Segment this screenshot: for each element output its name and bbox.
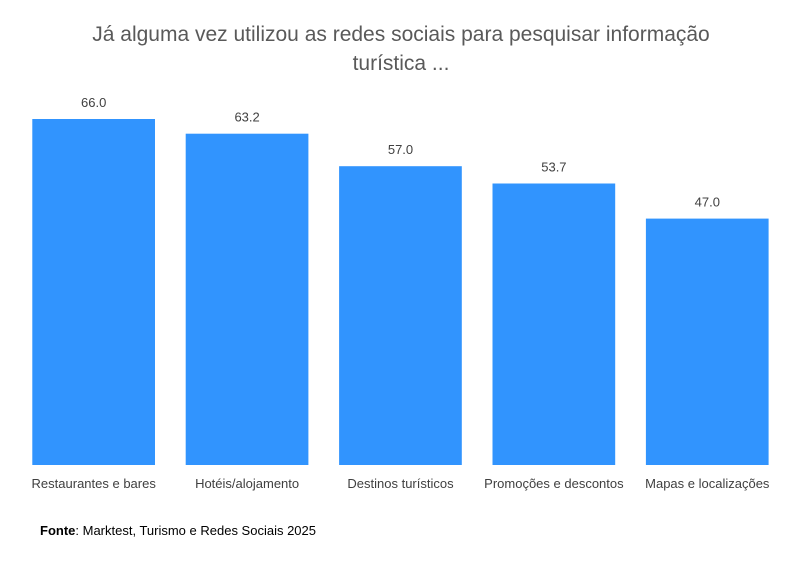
bar-3 [339, 166, 462, 465]
source-label: Fonte [40, 523, 76, 538]
bar-1 [32, 119, 155, 465]
source-note: Fonte: Marktest, Turismo e Redes Sociais… [40, 523, 316, 538]
chart-title-line-1: Já alguma vez utilizou as redes sociais … [92, 23, 710, 46]
data-label-1: 66.0 [81, 95, 106, 110]
category-label-3: Destinos turísticos [347, 476, 454, 491]
source-text: : Marktest, Turismo e Redes Sociais 2025 [75, 523, 316, 538]
category-label-1: Restaurantes e bares [32, 476, 157, 491]
bar-4 [492, 183, 616, 465]
bar-2 [185, 133, 309, 465]
bar-chart: 66.0 Restaurantes e bares 63.2 Hotéis/aloja… [32, 95, 770, 491]
chart-title: Já alguma vez utilizou as redes sociais … [0, 20, 802, 78]
category-label-4: Promoções e descontos [484, 476, 624, 491]
category-label-2: Hotéis/alojamento [195, 476, 299, 491]
data-label-2: 63.2 [234, 110, 259, 125]
category-label-5: Mapas e localizações [645, 476, 770, 491]
data-label-4: 53.7 [541, 160, 566, 175]
data-label-5: 47.0 [695, 195, 720, 210]
data-label-3: 57.0 [388, 142, 413, 157]
chart-title-line-2: turística ... [352, 52, 450, 75]
bar-5 [645, 218, 769, 465]
